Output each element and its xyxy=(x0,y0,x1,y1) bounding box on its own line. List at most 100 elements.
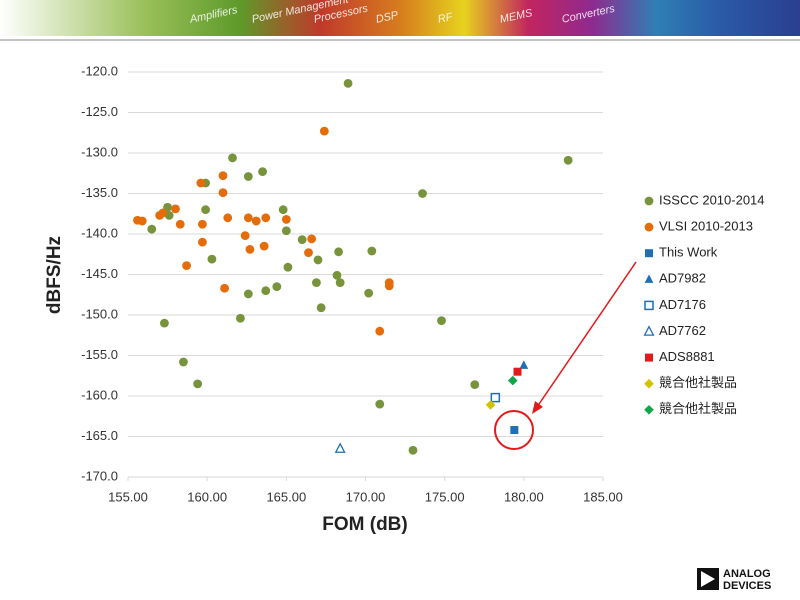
point xyxy=(240,231,250,241)
arrow-line xyxy=(536,261,637,408)
point xyxy=(236,313,245,323)
point xyxy=(485,400,496,410)
point xyxy=(259,241,269,251)
arrow-head xyxy=(532,401,543,414)
point xyxy=(182,261,191,270)
x-tick-label: 180.00 xyxy=(504,489,544,504)
point xyxy=(158,208,168,218)
y-tick-label: -125.0 xyxy=(81,104,118,119)
point xyxy=(243,172,253,181)
logo-triangle xyxy=(701,571,715,587)
y-tick-label: -155.0 xyxy=(81,347,118,362)
legend-label: AD7982 xyxy=(659,271,706,286)
x-tick-label: 170.00 xyxy=(346,489,386,504)
point xyxy=(510,426,519,435)
point xyxy=(375,399,385,409)
legend-marker xyxy=(644,222,654,232)
x-tick-label: 185.00 xyxy=(583,489,623,504)
legend-marker xyxy=(644,405,654,415)
point xyxy=(261,286,271,296)
point xyxy=(334,442,346,453)
highlight-circle xyxy=(494,410,534,450)
y-axis-title: dBFS/Hz xyxy=(44,236,65,314)
point xyxy=(171,204,180,214)
legend-marker xyxy=(644,274,654,283)
banner xyxy=(0,0,800,36)
point xyxy=(251,216,261,226)
legend-marker xyxy=(644,196,654,206)
legend-marker xyxy=(645,249,653,258)
point xyxy=(281,215,291,224)
logo-text: DEVICES xyxy=(723,580,771,592)
plot-area: -120.0 -125.0 -130.0 -135.0 -140.0 -145.0 -150… xyxy=(81,63,764,504)
point xyxy=(364,288,374,298)
legend-marker xyxy=(644,300,654,311)
point xyxy=(563,155,573,165)
point xyxy=(220,283,229,293)
y-tick-label: -150.0 xyxy=(81,306,118,321)
point xyxy=(201,205,210,215)
x-tick-label: 155.00 xyxy=(108,489,148,504)
point xyxy=(258,167,267,177)
point xyxy=(278,205,288,215)
point xyxy=(196,178,206,188)
legend-label: ADS8881 xyxy=(659,349,715,364)
y-tick-label: -160.0 xyxy=(81,387,118,402)
point xyxy=(307,234,317,244)
point xyxy=(384,281,394,291)
banner-label: RF xyxy=(437,11,455,26)
y-tick-label: -165.0 xyxy=(81,428,118,443)
point xyxy=(304,248,313,258)
point xyxy=(283,262,293,272)
point xyxy=(193,379,203,389)
point xyxy=(335,278,345,287)
point xyxy=(519,360,529,369)
y-tick-label: -145.0 xyxy=(81,266,118,281)
banner-label: DSP xyxy=(375,9,400,26)
point xyxy=(312,278,321,287)
x-tick-label: 165.00 xyxy=(266,489,306,504)
point xyxy=(243,289,253,299)
y-tick-label: -135.0 xyxy=(81,185,118,200)
logo-text: ANALOG xyxy=(723,568,771,580)
point xyxy=(147,224,157,234)
legend-label: This Work xyxy=(659,245,718,260)
point xyxy=(334,247,343,257)
point xyxy=(408,445,418,455)
x-axis-title: FOM (dB) xyxy=(322,514,407,535)
legend-marker xyxy=(643,325,655,336)
y-tick-label: -130.0 xyxy=(81,144,118,159)
point xyxy=(175,219,185,229)
x-tick-label: 175.00 xyxy=(425,489,465,504)
point xyxy=(316,303,326,313)
point xyxy=(281,226,291,236)
legend-label: VLSI 2010-2013 xyxy=(659,219,753,234)
legend-label: 競合他社製品 xyxy=(659,375,737,390)
point xyxy=(198,237,207,247)
point xyxy=(375,326,385,336)
point xyxy=(313,255,323,265)
legend-label: AD7176 xyxy=(659,297,706,312)
legend-label: 競合他社製品 xyxy=(659,401,737,416)
point xyxy=(418,189,427,198)
legend-marker xyxy=(644,378,654,389)
point xyxy=(490,392,501,403)
annotation xyxy=(494,261,637,450)
logo: ANALOG DEVICES xyxy=(697,568,771,592)
point xyxy=(243,213,253,223)
y-tick-label: -120.0 xyxy=(81,63,118,78)
point xyxy=(470,380,480,390)
point xyxy=(507,375,518,386)
point xyxy=(137,216,147,226)
point xyxy=(332,270,342,280)
point xyxy=(198,219,207,229)
point xyxy=(319,126,329,136)
legend-label: ISSCC 2010-2014 xyxy=(659,192,765,207)
point xyxy=(245,244,255,254)
point xyxy=(228,153,237,163)
point xyxy=(437,316,446,326)
point xyxy=(343,78,353,88)
legend-marker xyxy=(645,353,653,362)
x-tick-label: 160.00 xyxy=(187,489,227,504)
